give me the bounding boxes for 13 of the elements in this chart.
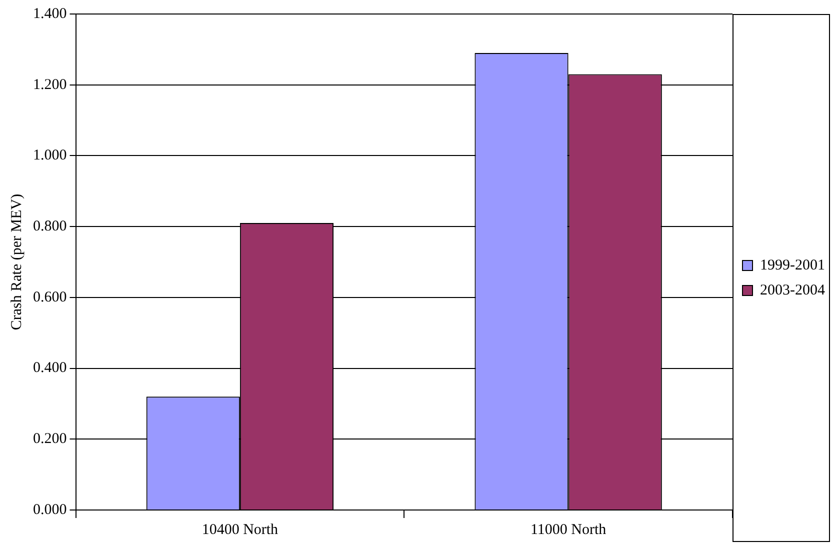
x-tick-label: 10400 North: [202, 522, 279, 538]
y-tick-label: 1.400: [33, 6, 67, 22]
y-tick-label: 0.200: [33, 431, 67, 448]
y-tick-label: 0.400: [33, 360, 67, 376]
x-tick-label: 11000 North: [530, 522, 607, 538]
y-tick-label: 0.000: [33, 502, 67, 518]
legend-label: 1999-2001: [760, 257, 826, 274]
legend-label: 2003-2004: [760, 282, 826, 298]
y-axis-title: Crash Rate (per MEV): [8, 194, 25, 330]
y-tick-label: 0.800: [33, 218, 67, 235]
y-tick-label: 1.000: [33, 148, 67, 164]
y-tick-label: 1.200: [33, 76, 67, 93]
y-tick-label: 0.600: [33, 289, 67, 306]
